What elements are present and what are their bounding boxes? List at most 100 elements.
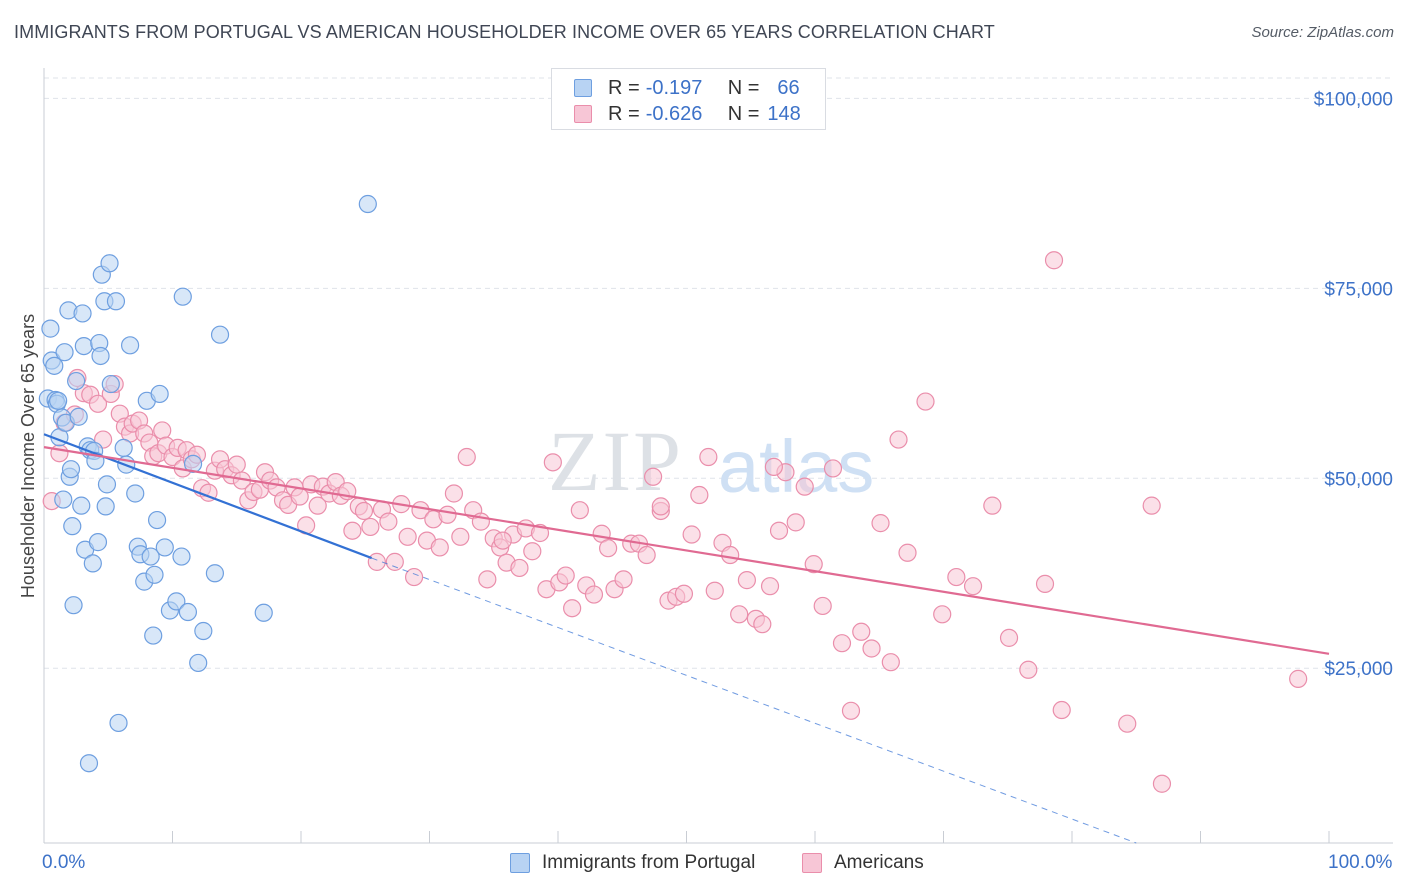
americans-point [1289, 669, 1308, 688]
portugal-point [67, 371, 86, 391]
portugal-point [178, 602, 198, 622]
americans-point [674, 584, 694, 603]
portugal-point [172, 547, 191, 566]
portugal-point [189, 653, 208, 673]
grid-lines [44, 77, 1393, 669]
americans-point [889, 430, 908, 449]
americans-point [760, 577, 780, 596]
americans-point [444, 484, 464, 503]
americans-point [852, 622, 871, 641]
watermark-atlas: atlas [718, 425, 874, 508]
portugal-point [61, 460, 81, 479]
americans-point [637, 545, 656, 565]
portugal-point [194, 621, 213, 641]
y-tick-label: $25,000 [1324, 659, 1393, 680]
swatch-portugal [574, 79, 592, 97]
x-tick-label-max: 100.0% [1328, 852, 1393, 873]
americans-point [153, 421, 172, 440]
americans-point [737, 571, 756, 590]
stats-row-americans: R = -0.626 N = 148 [574, 103, 801, 125]
americans-point [983, 496, 1002, 515]
americans-point [438, 505, 457, 524]
portugal-point [147, 510, 167, 530]
americans-point [1152, 774, 1172, 793]
portugal-trend-extension [371, 557, 1137, 844]
americans-point [398, 527, 417, 546]
y-tick-labels: $25,000 $50,000 $75,000 $100,000 [1314, 89, 1393, 680]
legend-swatch-americans [802, 853, 822, 873]
americans-point [343, 521, 362, 540]
portugal-point [167, 592, 186, 611]
portugal-point [145, 565, 164, 584]
legend-label-portugal: Immigrants from Portugal [542, 852, 756, 873]
portugal-point [69, 407, 88, 426]
americans-point [308, 496, 327, 515]
americans-point [404, 567, 424, 587]
americans-point [614, 570, 633, 589]
americans-point [556, 566, 575, 585]
portugal-point [72, 496, 91, 515]
legend-item-portugal[interactable]: Immigrants from Portugal [510, 852, 755, 874]
americans-point [1118, 714, 1137, 733]
americans-point [804, 555, 823, 574]
portugal-point [101, 374, 120, 394]
americans-point [721, 545, 740, 565]
americans-point [933, 605, 952, 624]
americans-point [543, 453, 562, 472]
r-value: -0.197 [645, 76, 703, 99]
portugal-point [63, 517, 82, 536]
portugal-point [126, 484, 145, 503]
americans-point [50, 444, 69, 463]
americans-point [1052, 700, 1071, 720]
legend-item-americans[interactable]: Americans [802, 852, 924, 874]
series-legend: Immigrants from Portugal Americans [0, 852, 1406, 878]
americans-point [385, 552, 404, 571]
americans-point [786, 513, 805, 532]
americans-point [570, 501, 589, 520]
americans-point [651, 497, 670, 516]
source-credit: Source: ZipAtlas.com [1251, 24, 1394, 41]
americans-point [430, 538, 449, 557]
americans-point [1142, 496, 1161, 515]
portugal-point [79, 754, 99, 773]
portugal-point [83, 554, 102, 573]
portugal-point [120, 336, 140, 355]
americans-point [795, 477, 814, 496]
americans-point [999, 628, 1019, 647]
portugal-point [144, 626, 163, 645]
americans-point [871, 514, 890, 533]
portugal-point [91, 346, 110, 366]
portugal-point [141, 547, 160, 566]
americans-point [764, 457, 783, 476]
americans-point [563, 599, 582, 618]
americans-point [643, 467, 663, 486]
r-value: -0.626 [645, 102, 703, 125]
portugal-point [41, 319, 60, 338]
portugal-point [155, 538, 174, 557]
americans-point [690, 485, 709, 505]
trend-lines [43, 433, 1330, 844]
legend-label-americans: Americans [834, 852, 924, 873]
americans-point [898, 543, 917, 562]
portugal-point [100, 254, 119, 273]
americans-point [451, 527, 470, 546]
y-tick-label: $50,000 [1324, 469, 1393, 490]
americans-point [823, 459, 843, 478]
americans-point [530, 523, 550, 543]
americans-point [510, 558, 529, 578]
americans-point [1044, 251, 1064, 270]
americans-point [730, 605, 749, 624]
americans-points [42, 251, 1308, 793]
americans-point [1035, 574, 1055, 594]
americans-trend-line [43, 446, 1330, 655]
portugal-point [45, 356, 64, 375]
portugal-point [114, 438, 133, 458]
y-tick-label: $75,000 [1324, 279, 1393, 300]
portugal-point [96, 497, 115, 516]
americans-point [881, 653, 900, 672]
portugal-point [205, 564, 225, 583]
americans-point [379, 512, 398, 531]
americans-point [753, 615, 772, 634]
americans-point [584, 585, 604, 604]
